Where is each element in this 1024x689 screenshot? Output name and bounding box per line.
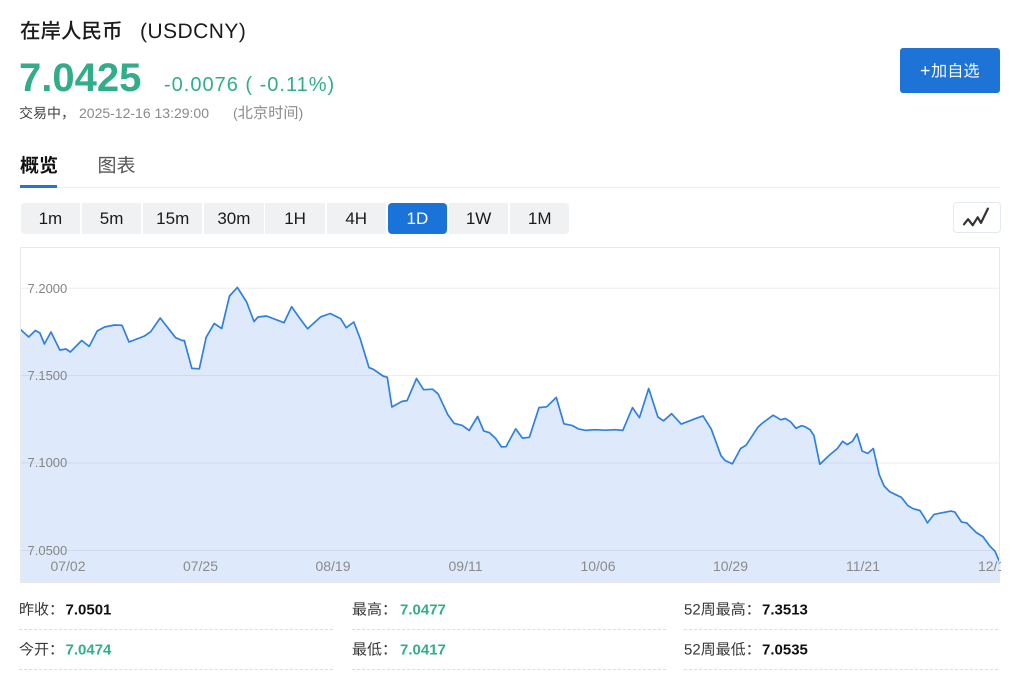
svg-text:7.3513: 7.3513 <box>762 602 808 619</box>
svg-text:7.0417: 7.0417 <box>400 642 446 659</box>
svg-text:7.0501: 7.0501 <box>66 602 112 619</box>
svg-text:7.0474: 7.0474 <box>66 642 113 659</box>
svg-text:7.0477: 7.0477 <box>400 602 446 619</box>
svg-text:2025-12-16 13:29:00: 2025-12-16 13:29:00 <box>79 105 209 121</box>
svg-text:7.0535: 7.0535 <box>762 642 808 659</box>
